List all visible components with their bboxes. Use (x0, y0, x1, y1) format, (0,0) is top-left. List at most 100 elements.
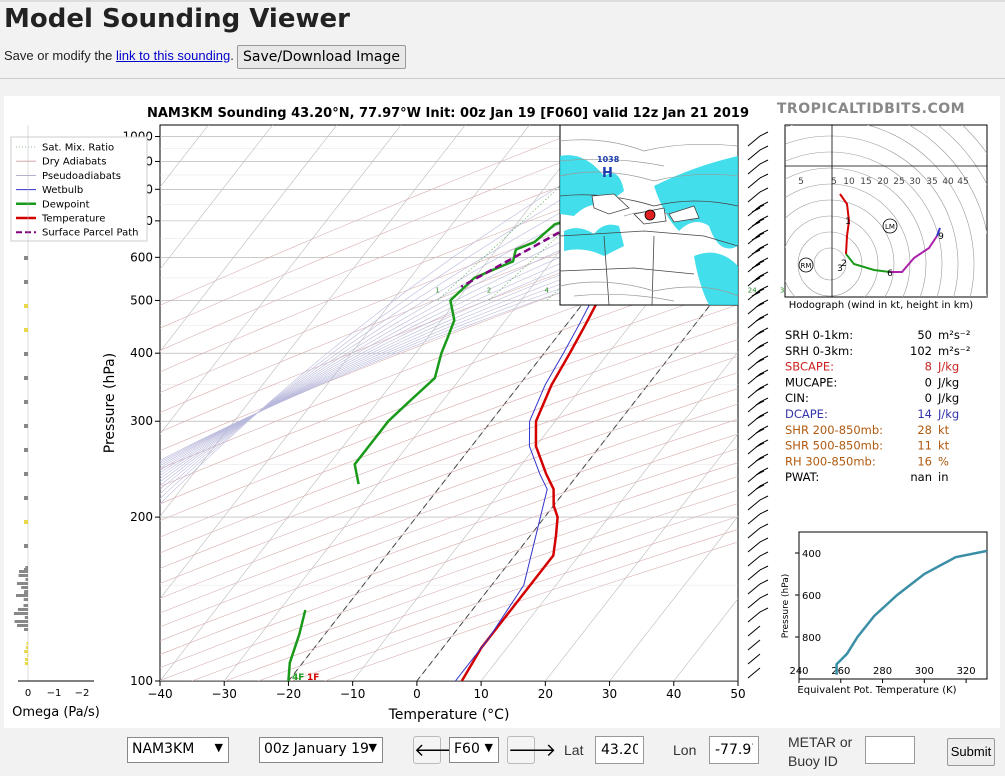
wind-barb-flag (759, 607, 769, 613)
wind-barb-flag (755, 218, 765, 224)
index-value: 16 (917, 454, 932, 468)
wind-barb (747, 625, 761, 637)
mixing-ratio-label: 1 (435, 286, 439, 294)
prev-hour-button[interactable]: 🡐 (413, 736, 462, 764)
omega-tick-0: 0 (25, 688, 31, 699)
x-tick-label: −40 (147, 687, 172, 701)
save-text: Save or modify the (4, 48, 113, 63)
wind-barb-flag (759, 271, 769, 277)
hodograph-ring (785, 199, 895, 297)
hodograph-ring-label: 5 (798, 177, 804, 187)
wind-barb (747, 149, 761, 161)
lat-input[interactable] (595, 736, 644, 764)
wind-barb-flag (759, 551, 769, 557)
metar-input[interactable] (865, 736, 915, 764)
omega-bar (24, 662, 28, 665)
index-unit: kt (938, 423, 950, 437)
theta-e-frame (798, 531, 988, 680)
sounding-figure: 1246810131620243036 NAM3KM Sounding 43.2… (10, 101, 988, 723)
omega-bar (17, 624, 28, 627)
index-unit: m²s⁻² (938, 328, 970, 342)
omega-bar (24, 496, 28, 500)
hodograph-height-marker: 6 (887, 269, 893, 279)
hodograph-ring-label: 30 (909, 177, 921, 187)
forecast-hour-value: F60 (454, 741, 480, 757)
omega-bar (24, 256, 28, 260)
index-value: 0 (925, 375, 932, 389)
legend-entry: Dewpoint (42, 199, 90, 210)
x-tick-label: 0 (413, 687, 421, 701)
dry-adiabat-line (160, 418, 738, 628)
isotherm-line (160, 125, 338, 353)
index-label: SBCAPE: (785, 360, 834, 374)
next-hour-button[interactable]: 🡒 (507, 736, 556, 764)
x-tick-label: −20 (276, 687, 301, 701)
save-download-button[interactable]: Save/Download Image (237, 45, 406, 69)
omega-bar (24, 520, 28, 524)
wind-barb-flag (755, 414, 765, 420)
omega-bar (24, 616, 28, 619)
wind-barb-flag (755, 274, 765, 280)
legend-entry: Dry Adiabats (42, 157, 106, 168)
save-period: . (230, 48, 234, 63)
run-select[interactable]: 00z January 19 ▼ (259, 737, 383, 763)
wind-barb (747, 583, 761, 595)
wind-barb-flag (755, 470, 765, 476)
wind-barb-flag (759, 131, 769, 137)
wind-barb-flag (759, 523, 769, 529)
wind-barb-flag (755, 302, 765, 308)
wind-barb-flag (759, 439, 769, 445)
hodograph-ring (785, 135, 959, 297)
dry-adiabat-line (160, 125, 595, 306)
isotherm-line (609, 515, 738, 681)
index-label: SRH 0-1km: (785, 328, 853, 342)
hodograph-ring (785, 215, 879, 297)
isotherm-line (160, 125, 594, 681)
hodograph-trace (845, 253, 891, 273)
wind-barb-flag (759, 397, 769, 403)
model-select[interactable]: NAM3KM ▼ (127, 737, 229, 763)
dry-adiabat-line (160, 448, 738, 655)
wind-barb-flag (755, 204, 765, 210)
theta-e-x-tick-label: 240 (789, 666, 808, 677)
hodograph-ring-label: 40 (942, 177, 954, 187)
hodograph-ring-label: 15 (860, 177, 871, 187)
wind-barb-flag (759, 159, 769, 165)
wind-barb-flag (755, 456, 765, 462)
wind-barb-flag (755, 246, 765, 252)
y-tick-label: 100 (130, 674, 153, 688)
isotherm-highlight-line (288, 125, 723, 681)
x-tick-label: 10 (473, 687, 488, 701)
omega-tick-2: −2 (75, 688, 90, 699)
wind-barb (747, 191, 761, 203)
hodograph-ring-label: 25 (893, 177, 904, 187)
omega-bar (24, 628, 28, 631)
forecast-hour-select[interactable]: F60 ▼ (449, 737, 499, 763)
y-tick-label: 500 (130, 293, 153, 307)
wind-barb (747, 177, 761, 189)
index-unit: J/kg (937, 360, 959, 374)
omega-bar (23, 598, 28, 601)
omega-panel (13, 125, 94, 682)
sounding-location-marker (644, 209, 656, 221)
wind-barb-flag (751, 249, 761, 255)
wind-barb-flag (755, 232, 765, 238)
legend-entry: Temperature (41, 214, 105, 225)
wind-barb-flag (759, 537, 769, 543)
submit-button[interactable]: Submit (947, 738, 995, 766)
dry-adiabat-line (160, 187, 738, 413)
lon-input[interactable] (709, 736, 759, 764)
omega-bar (24, 352, 28, 356)
sounding-link[interactable]: link to this sounding (116, 48, 231, 63)
omega-bar (24, 400, 28, 404)
index-label: RH 300-850mb: (785, 454, 876, 468)
map-high-pressure-letter: H (602, 166, 613, 181)
hodograph-height-marker: 3 (837, 264, 843, 274)
wind-barb-flag (759, 453, 769, 459)
wind-barb-flag (755, 358, 765, 364)
wind-barb-flag (759, 383, 769, 389)
sounding-image: 1246810131620243036 NAM3KM Sounding 43.2… (4, 96, 1000, 728)
wind-barb-flag (759, 411, 769, 417)
legend: Sat. Mix. Ratio Dry Adiabats Pseudoadiabat… (10, 136, 148, 242)
inset-map: 1038 H (559, 124, 739, 306)
